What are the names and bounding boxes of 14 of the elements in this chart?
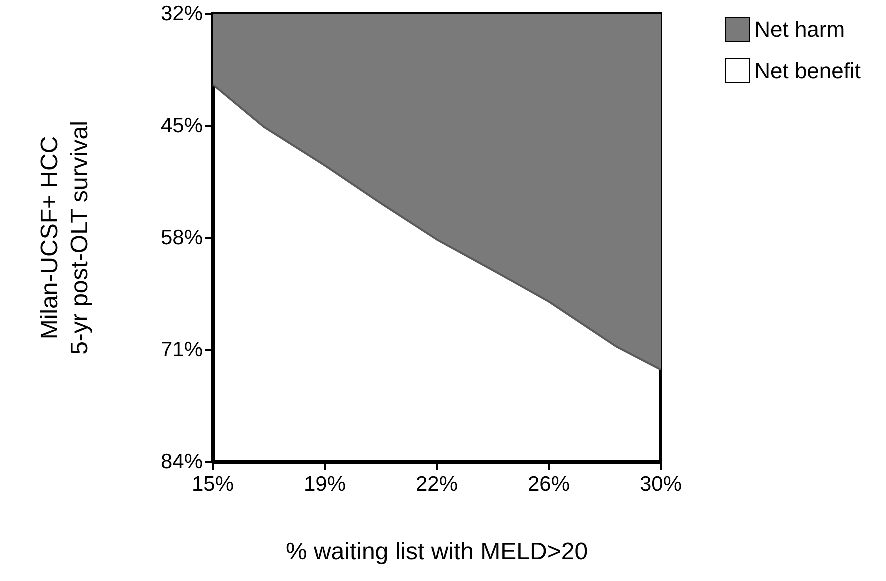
- y-tick-label: 32%: [160, 2, 203, 26]
- x-tick-label: 22%: [416, 473, 458, 496]
- x-tick-label: 15%: [192, 473, 234, 496]
- legend-label: Net benefit: [754, 58, 862, 84]
- y-tick-label: 71%: [160, 338, 203, 362]
- x-tick-label: 30%: [640, 473, 682, 496]
- legend-label: Net harm: [754, 17, 846, 42]
- x-tick-label: 19%: [304, 473, 346, 496]
- y-axis-title: Milan-UCSF+ HCC 5-yr post-OLT survival: [36, 121, 94, 355]
- x-axis-title: % waiting list with MELD>20: [286, 538, 588, 566]
- y-tick-label: 58%: [160, 226, 203, 250]
- y-tick-label: 84%: [160, 450, 203, 474]
- x-tick-label: 26%: [528, 473, 570, 496]
- y-tick-label: 45%: [160, 114, 203, 138]
